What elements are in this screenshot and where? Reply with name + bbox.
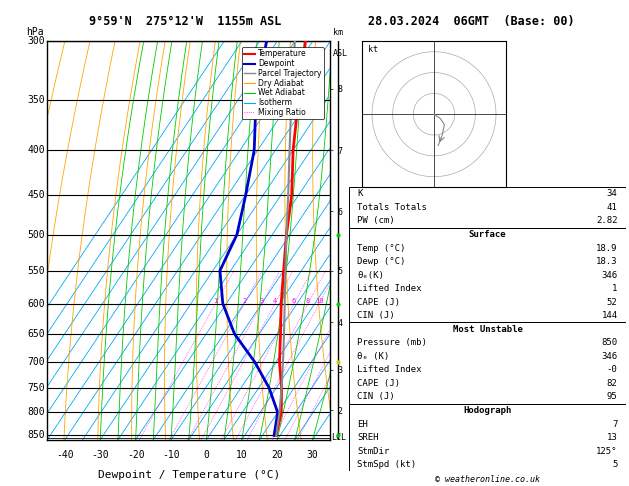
Text: -30: -30 <box>91 450 109 460</box>
Text: 2: 2 <box>242 297 247 304</box>
Text: Dewp (°C): Dewp (°C) <box>357 257 406 266</box>
Text: 650: 650 <box>27 329 45 339</box>
Text: Temp (°C): Temp (°C) <box>357 243 406 253</box>
Bar <box>349 404 626 471</box>
Text: Totals Totals: Totals Totals <box>357 203 427 212</box>
Text: 8: 8 <box>306 297 310 304</box>
Text: 346: 346 <box>601 352 618 361</box>
Text: -20: -20 <box>127 450 145 460</box>
Text: 20: 20 <box>271 450 283 460</box>
Text: CAPE (J): CAPE (J) <box>357 298 401 307</box>
Bar <box>349 323 626 404</box>
Text: 5: 5 <box>612 460 618 469</box>
Text: PW (cm): PW (cm) <box>357 216 395 226</box>
Text: 550: 550 <box>27 266 45 276</box>
Text: 3: 3 <box>260 297 264 304</box>
Text: 7: 7 <box>612 419 618 429</box>
Text: kt: kt <box>368 45 378 54</box>
Text: 34: 34 <box>607 190 618 198</box>
Text: 0: 0 <box>203 450 209 460</box>
Text: K: K <box>357 190 363 198</box>
Text: 300: 300 <box>27 36 45 46</box>
Legend: Temperature, Dewpoint, Parcel Trajectory, Dry Adiabat, Wet Adiabat, Isotherm, Mi: Temperature, Dewpoint, Parcel Trajectory… <box>242 47 323 119</box>
Text: ASL: ASL <box>333 49 348 58</box>
Text: CIN (J): CIN (J) <box>357 393 395 401</box>
Bar <box>349 187 626 228</box>
Text: 10: 10 <box>315 297 323 304</box>
Text: hPa: hPa <box>26 27 43 37</box>
Text: 30: 30 <box>307 450 318 460</box>
Text: © weatheronline.co.uk: © weatheronline.co.uk <box>435 474 540 484</box>
Text: 18.9: 18.9 <box>596 243 618 253</box>
Text: 10: 10 <box>236 450 248 460</box>
Text: Lifted Index: Lifted Index <box>357 365 422 374</box>
Text: 750: 750 <box>27 383 45 393</box>
Text: θₑ (K): θₑ (K) <box>357 352 389 361</box>
Text: 6: 6 <box>292 297 296 304</box>
Text: 4: 4 <box>273 297 277 304</box>
Text: 95: 95 <box>607 393 618 401</box>
Text: 13: 13 <box>607 433 618 442</box>
Text: SREH: SREH <box>357 433 379 442</box>
Text: EH: EH <box>357 419 368 429</box>
Text: 500: 500 <box>27 229 45 240</box>
Text: 28.03.2024  06GMT  (Base: 00): 28.03.2024 06GMT (Base: 00) <box>369 15 575 28</box>
Text: 600: 600 <box>27 298 45 309</box>
Text: Dewpoint / Temperature (°C): Dewpoint / Temperature (°C) <box>97 469 280 480</box>
Text: 850: 850 <box>27 431 45 440</box>
Text: -40: -40 <box>56 450 74 460</box>
Text: LCL: LCL <box>331 433 346 442</box>
Text: 1: 1 <box>213 297 218 304</box>
Text: 125°: 125° <box>596 447 618 455</box>
Text: Most Unstable: Most Unstable <box>452 325 523 334</box>
Text: 346: 346 <box>601 271 618 279</box>
Text: 41: 41 <box>607 203 618 212</box>
Text: 350: 350 <box>27 95 45 104</box>
Text: Lifted Index: Lifted Index <box>357 284 422 293</box>
Text: 2.82: 2.82 <box>596 216 618 226</box>
Text: 144: 144 <box>601 311 618 320</box>
Text: -0: -0 <box>607 365 618 374</box>
Text: -10: -10 <box>162 450 180 460</box>
Text: StmSpd (kt): StmSpd (kt) <box>357 460 416 469</box>
Text: CIN (J): CIN (J) <box>357 311 395 320</box>
Text: 700: 700 <box>27 357 45 367</box>
Text: 52: 52 <box>607 298 618 307</box>
Text: 18.3: 18.3 <box>596 257 618 266</box>
Text: Pressure (mb): Pressure (mb) <box>357 338 427 347</box>
Text: 400: 400 <box>27 145 45 155</box>
Text: 9°59'N  275°12'W  1155m ASL: 9°59'N 275°12'W 1155m ASL <box>89 15 282 28</box>
Text: 800: 800 <box>27 407 45 417</box>
Text: θₑ(K): θₑ(K) <box>357 271 384 279</box>
Bar <box>349 228 626 323</box>
Text: Surface: Surface <box>469 230 506 239</box>
Text: CAPE (J): CAPE (J) <box>357 379 401 388</box>
Text: 82: 82 <box>607 379 618 388</box>
Text: Hodograph: Hodograph <box>464 406 511 415</box>
Text: 850: 850 <box>601 338 618 347</box>
Text: StmDir: StmDir <box>357 447 389 455</box>
Text: 450: 450 <box>27 190 45 200</box>
Text: 1: 1 <box>612 284 618 293</box>
Text: km: km <box>333 28 343 37</box>
